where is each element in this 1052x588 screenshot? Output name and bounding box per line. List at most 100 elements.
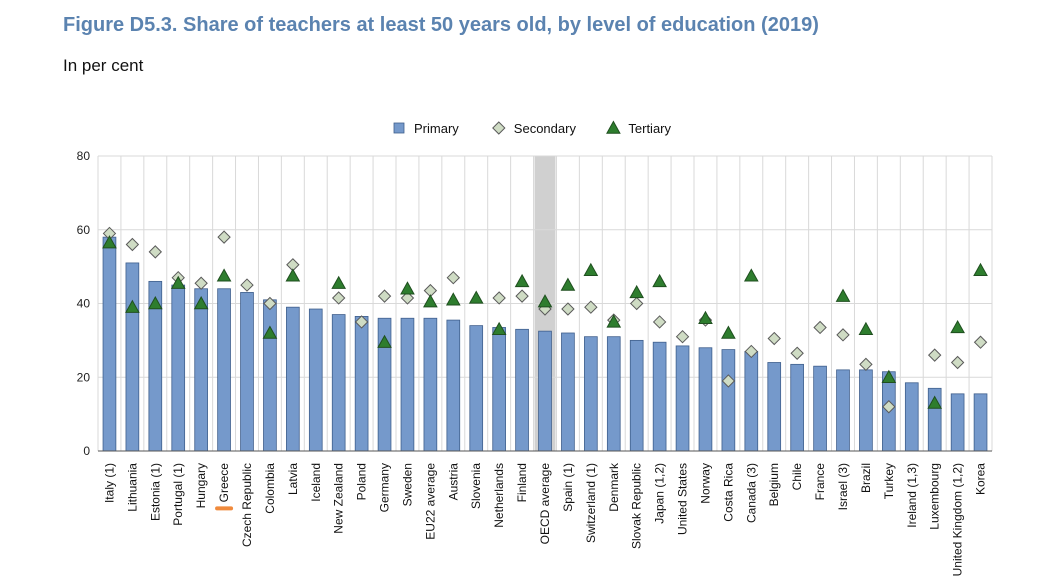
legend-primary-swatch [393, 122, 405, 134]
marker-tertiary-japan-1-2 [652, 273, 667, 288]
x-tick-label: Costa Rica [721, 463, 735, 522]
bar-primary-new-zealand [331, 314, 346, 452]
bar-primary-oecd-average [538, 330, 552, 452]
x-tick-label: Switzerland (1) [584, 463, 598, 543]
marker-tertiary-costa-rica [721, 325, 736, 339]
bar-primary-japan-1-2 [652, 341, 667, 452]
x-tick-label: New Zealand [332, 463, 346, 534]
marker-tertiary-turkey [881, 369, 897, 383]
x-tick-label: Spain (1) [561, 463, 575, 512]
bar-primary-portugal-1 [171, 284, 186, 452]
bar-primary-norway [698, 347, 713, 452]
marker-secondary-czech-republic [240, 278, 254, 292]
x-tick-label: Italy (1) [102, 463, 116, 503]
marker-secondary-chile [790, 346, 804, 360]
marker-secondary-netherlands [492, 291, 506, 305]
x-tick-label: Japan (1,2) [653, 463, 667, 524]
marker-tertiary-new-zealand [331, 275, 347, 289]
x-tick-label: Slovenia [469, 463, 483, 509]
marker-secondary-france [813, 320, 827, 335]
marker-secondary-united-states [675, 329, 690, 344]
bar-primary-france [813, 365, 827, 452]
bar-primary-austria [446, 319, 461, 452]
x-tick-label: Sweden [400, 463, 414, 506]
x-tick-label: Turkey [882, 463, 896, 499]
bar-primary-iceland [308, 308, 323, 452]
marker-secondary-turkey [882, 400, 896, 414]
marker-tertiary-finland [514, 273, 530, 288]
bar-primary-italy-1 [102, 236, 117, 452]
bar-primary-israel-3 [836, 369, 850, 452]
x-tick-label: Denmark [607, 462, 621, 512]
bar-primary-chile [790, 363, 804, 452]
marker-secondary-spain-1 [561, 302, 575, 316]
marker-secondary-switzerland-1 [584, 300, 598, 314]
x-tick-label: Portugal (1) [171, 463, 185, 526]
marker-tertiary-korea [973, 262, 988, 277]
bar-primary-costa-rica [721, 349, 736, 452]
legend-label-primary: Primary [414, 121, 459, 136]
marker-tertiary-austria [445, 292, 461, 306]
x-tick-label: Chile [790, 463, 804, 491]
bar-primary-switzerland-1 [584, 336, 598, 452]
x-tick-label: Slovak Republic [630, 463, 644, 549]
marker-tertiary-greece [216, 268, 232, 282]
bar-primary-colombia [263, 299, 277, 452]
bar-primary-denmark [606, 336, 621, 452]
bar-primary-netherlands [492, 327, 506, 452]
marker-tertiary-canada-3 [743, 268, 759, 282]
marker-tertiary-spain-1 [560, 277, 576, 291]
y-tick-label: 60 [77, 223, 91, 237]
marker-secondary-austria [446, 270, 461, 285]
marker-secondary-estonia-1 [148, 245, 163, 259]
x-tick-label: Finland [515, 463, 529, 502]
bar-primary-hungary [194, 288, 208, 452]
primary-bars [102, 236, 988, 452]
bar-primary-united-states [675, 345, 690, 452]
legend-label-tertiary: Tertiary [628, 121, 671, 136]
x-tick-label: Greece [217, 463, 231, 503]
x-tick-label: Colombia [263, 463, 277, 514]
markers [102, 226, 988, 414]
y-tick-label: 0 [83, 444, 90, 458]
marker-secondary-finland [515, 289, 529, 303]
marker-tertiary-lithuania [125, 299, 140, 313]
marker-tertiary-germany [377, 334, 392, 348]
x-tick-label: Austria [446, 463, 460, 501]
marker-secondary-colombia [263, 296, 277, 311]
marker-tertiary-netherlands [491, 321, 507, 336]
figure-subtitle: In per cent [63, 56, 144, 75]
y-tick-label: 80 [77, 149, 91, 163]
bar-primary-poland [354, 316, 369, 452]
marker-tertiary-oecd-average [537, 294, 553, 308]
bar-primary-spain-1 [561, 332, 575, 452]
axes: 0 20 40 60 80 Italy (1) Lithuania Estonia (1) Po… [77, 149, 992, 576]
bar-primary-belgium [767, 362, 782, 452]
bar-primary-slovenia [469, 325, 484, 452]
legend-tertiary-swatch [606, 120, 621, 134]
greece-highlight-marker [215, 506, 234, 511]
marker-secondary-slovak-republic [629, 296, 644, 311]
marker-tertiary-estonia-1 [147, 295, 163, 310]
bar-primary-brazil [859, 369, 873, 452]
marker-secondary-canada-3 [744, 344, 759, 359]
marker-tertiary-switzerland-1 [583, 262, 599, 277]
marker-secondary-japan-1-2 [652, 315, 667, 329]
x-tick-label: Norway [698, 463, 712, 504]
bar-primary-sweden [400, 317, 415, 452]
marker-tertiary-sweden [400, 281, 415, 295]
bar-primary-slovak-republic [629, 339, 644, 452]
bar-primary-united-kingdom-1-2 [950, 393, 965, 452]
x-tick-label: France [813, 463, 827, 501]
x-tick-label: Israel (3) [836, 463, 850, 510]
x-tick-label: Hungary [194, 463, 208, 508]
marker-secondary-poland [354, 315, 369, 329]
marker-tertiary-eu22-average [423, 294, 438, 308]
x-tick-label: Korea [974, 463, 988, 495]
x-tick-label: Brazil [859, 463, 873, 493]
x-tick-label: Lithuania [125, 463, 139, 512]
x-tick-label: Latvia [286, 463, 300, 495]
figure-title: Figure D5.3. Share of teachers at least … [63, 14, 819, 36]
marker-secondary-sweden [400, 291, 415, 305]
x-tick-label: Netherlands [492, 463, 506, 528]
